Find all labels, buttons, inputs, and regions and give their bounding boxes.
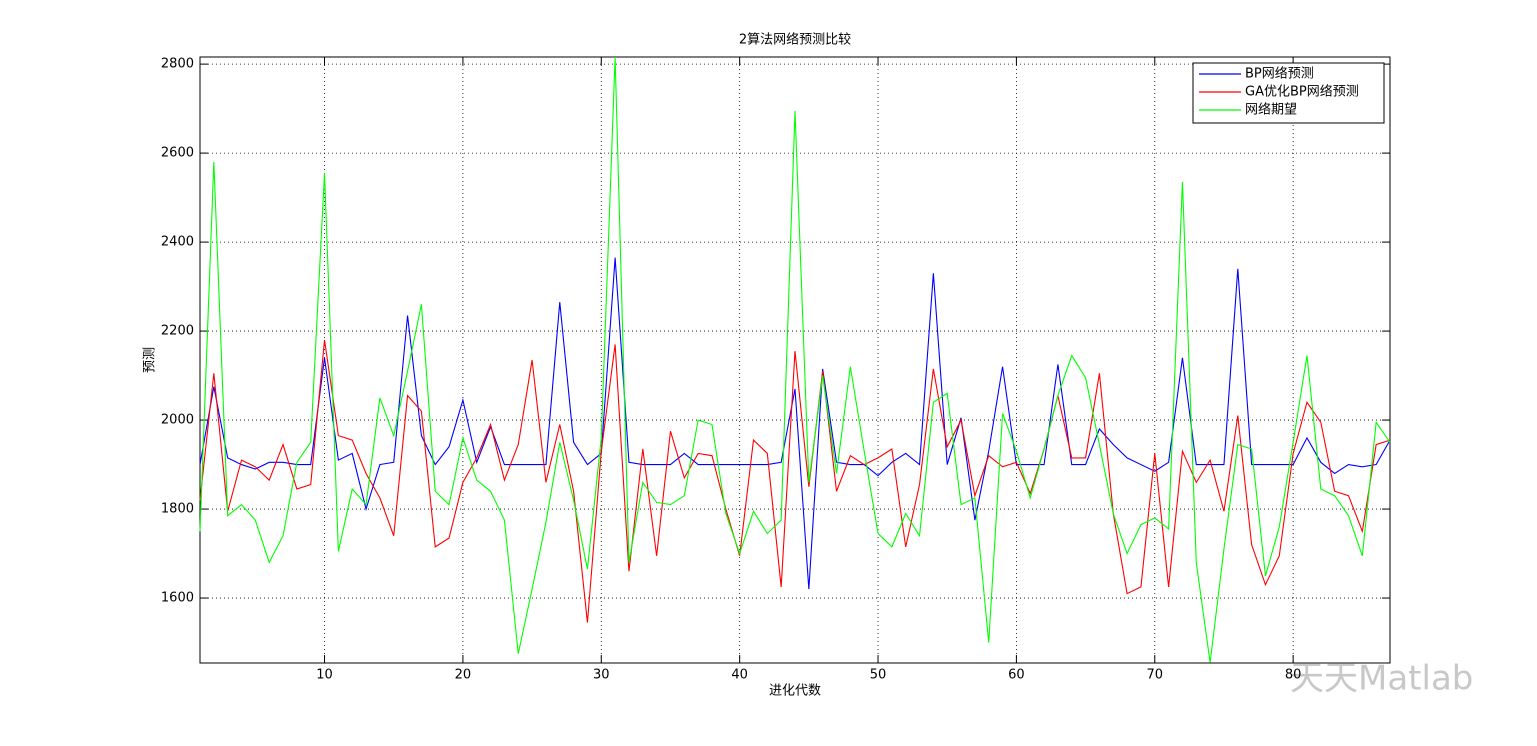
- legend-label: BP网络预测: [1245, 66, 1314, 82]
- plot-frame: [199, 56, 1391, 664]
- series-line: [199, 257, 1391, 590]
- watermark: 天天Matlab: [1290, 659, 1473, 699]
- y-tick-label: 2600: [161, 146, 194, 161]
- y-tick-label: 2800: [161, 57, 194, 72]
- x-tick-label: 50: [870, 668, 887, 683]
- y-tick-label: 1600: [161, 591, 194, 606]
- x-tick-label: 40: [731, 668, 748, 683]
- y-tick-label: 1800: [161, 502, 194, 517]
- chart-title: 2算法网络预测比较: [739, 32, 851, 48]
- y-tick-label: 2000: [161, 413, 194, 428]
- x-axis-label: 进化代数: [769, 684, 821, 699]
- series-line: [199, 56, 1391, 663]
- y-axis-label: 预测: [143, 347, 158, 373]
- legend-label: 网络期望: [1245, 102, 1297, 118]
- legend-box: [1192, 62, 1385, 124]
- x-tick-label: 30: [593, 668, 610, 683]
- x-tick-label: 10: [316, 668, 333, 683]
- y-tick-label: 2200: [161, 324, 194, 339]
- x-tick-label: 60: [1008, 668, 1025, 683]
- series-line: [199, 339, 1391, 623]
- x-tick-label: 20: [455, 668, 472, 683]
- legend-label: GA优化BP网络预测: [1245, 84, 1359, 100]
- y-tick-label: 2400: [161, 235, 194, 250]
- x-tick-label: 80: [1285, 668, 1302, 683]
- x-tick-label: 70: [1146, 668, 1163, 683]
